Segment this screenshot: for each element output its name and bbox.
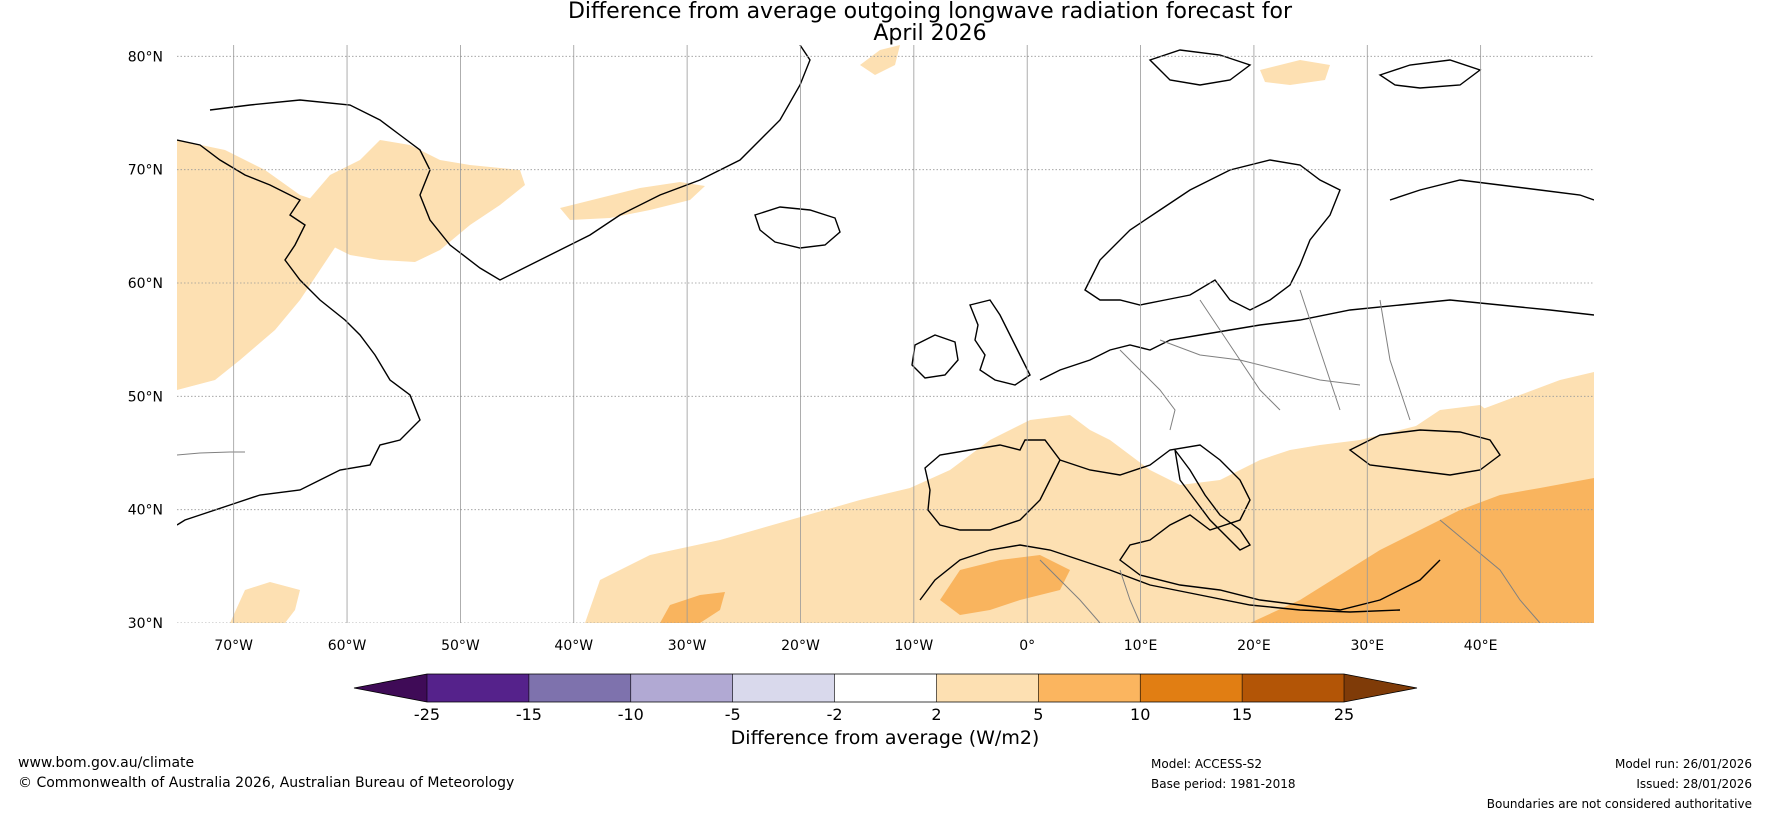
- base-period-text: Base period: 1981-2018: [1151, 777, 1296, 791]
- map-title-line2: April 2026: [873, 21, 987, 46]
- longitude-label: 40°W: [554, 638, 593, 654]
- coastline-scandinavia: [1084, 159, 1341, 311]
- colorbar-tick-label: -15: [516, 705, 542, 724]
- coastline-svalbard: [1148, 49, 1252, 86]
- colorbar-segment: [427, 674, 529, 702]
- border-africa-2: [1119, 569, 1141, 623]
- anomaly-region-blacksea-2-5: [1410, 405, 1500, 450]
- colorbar-extend-low: [354, 674, 427, 702]
- map-title-line1: Difference from average outgoing longwav…: [567, 0, 1293, 24]
- coastline-britain: [969, 299, 1031, 386]
- anomaly-region-atlantic-5-10: [660, 592, 725, 623]
- colorbar: -25 -15 -10 -5 -2 2 5 10 15 25: [353, 673, 1418, 724]
- latitude-label: 30°N: [128, 616, 163, 632]
- colorbar-tick-label: 10: [1130, 705, 1150, 724]
- anomaly-region-south-2-5: [230, 582, 300, 623]
- issued-text: Issued: 28/01/2026: [1636, 777, 1752, 791]
- anomaly-region-baffin-2-5: [300, 140, 525, 262]
- colorbar-tick-label: -5: [725, 705, 741, 724]
- coastline-russia-north: [1389, 179, 1594, 201]
- colorbar-segment: [630, 674, 733, 702]
- colorbar-tick-label: 15: [1232, 705, 1252, 724]
- latitude-label: 50°N: [128, 389, 163, 405]
- anomaly-region-arctic-2-5: [1260, 60, 1330, 85]
- longitude-label: 70°W: [214, 638, 253, 654]
- coastline-africa: [919, 544, 1401, 613]
- model-text: Model: ACCESS-S2: [1151, 757, 1263, 771]
- coastline-canada: [177, 139, 421, 526]
- border-africa-1: [1039, 559, 1101, 623]
- longitude-label: 20°W: [781, 638, 820, 654]
- latitude-label: 80°N: [128, 49, 163, 65]
- colorbar-tick-label: 2: [931, 705, 941, 724]
- graticule: [177, 45, 1594, 623]
- anomaly-region-svalbard-2-5: [860, 45, 900, 75]
- copyright-text: © Commonwealth of Australia 2026, Austra…: [18, 775, 515, 791]
- latitude-label: 60°N: [128, 276, 163, 292]
- colorbar-segment: [936, 674, 1039, 702]
- border-canada: [177, 451, 245, 456]
- latitude-label: 40°N: [128, 503, 163, 519]
- latitude-labels: 80°N 70°N 60°N 50°N 40°N 30°N: [128, 49, 163, 632]
- coastline-blacksea: [1348, 429, 1501, 476]
- anomaly-region-middleeast-5-10: [1250, 478, 1594, 623]
- latitude-label: 70°N: [128, 163, 163, 179]
- coastline-mediterranean: [1059, 444, 1441, 611]
- disclaimer-text: Boundaries are not considered authoritat…: [1486, 797, 1752, 811]
- anomaly-region-atlantic-south-2-5: [585, 372, 1594, 623]
- border-europe-1: [1119, 349, 1176, 431]
- colorbar-tick-label: -25: [414, 705, 440, 724]
- longitude-label: 30°W: [668, 638, 707, 654]
- longitude-label: 10°E: [1124, 638, 1158, 654]
- colorbar-segment: [1038, 674, 1141, 702]
- coastline-iceland: [754, 206, 841, 249]
- anomaly-region-canada-2-5: [177, 140, 340, 390]
- border-middleeast: [1439, 519, 1541, 623]
- longitude-label: 0°: [1019, 638, 1035, 654]
- country-borders: [177, 289, 1541, 623]
- coastlines: [177, 45, 1594, 613]
- coastline-arctic-russia: [1378, 59, 1482, 89]
- border-europe-5: [1379, 299, 1411, 421]
- border-europe-4: [1299, 289, 1341, 411]
- coastline-europe-west: [1039, 299, 1594, 381]
- colorbar-label-text: Difference from average (W/m2): [730, 727, 1040, 749]
- coastline-iberia: [924, 439, 1061, 531]
- longitude-label: 10°W: [895, 638, 934, 654]
- longitude-label: 30°E: [1350, 638, 1384, 654]
- colorbar-extend-high: [1344, 674, 1417, 702]
- website-text: www.bom.gov.au/climate: [18, 755, 195, 771]
- colorbar-segment: [834, 674, 937, 702]
- anomaly-region-sahara-5-10: [940, 555, 1070, 615]
- colorbar-label: Difference from average (W/m2): [0, 727, 1770, 749]
- colorbar-tick-label: 5: [1033, 705, 1043, 724]
- anomaly-layer: [177, 45, 1594, 623]
- model-run-text: Model run: 26/01/2026: [1614, 757, 1752, 771]
- coastline-italy: [1174, 449, 1252, 551]
- colorbar-tick-label: -2: [827, 705, 843, 724]
- colorbar-segment: [1140, 674, 1243, 702]
- longitude-labels: 70°W 60°W 50°W 40°W 30°W 20°W 10°W 0° 10°E 20°E 30…: [214, 638, 1497, 654]
- colorbar-tick-label: 25: [1334, 705, 1354, 724]
- longitude-label: 60°W: [328, 638, 367, 654]
- longitude-label: 50°W: [441, 638, 480, 654]
- colorbar-tick-label: -10: [618, 705, 644, 724]
- colorbar-segment: [732, 674, 835, 702]
- longitude-label: 20°E: [1237, 638, 1271, 654]
- longitude-label: 40°E: [1464, 638, 1498, 654]
- colorbar-segment: [528, 674, 631, 702]
- colorbar-segment: [1242, 674, 1344, 702]
- coastline-greenland: [209, 45, 811, 281]
- border-europe-2: [1159, 339, 1361, 386]
